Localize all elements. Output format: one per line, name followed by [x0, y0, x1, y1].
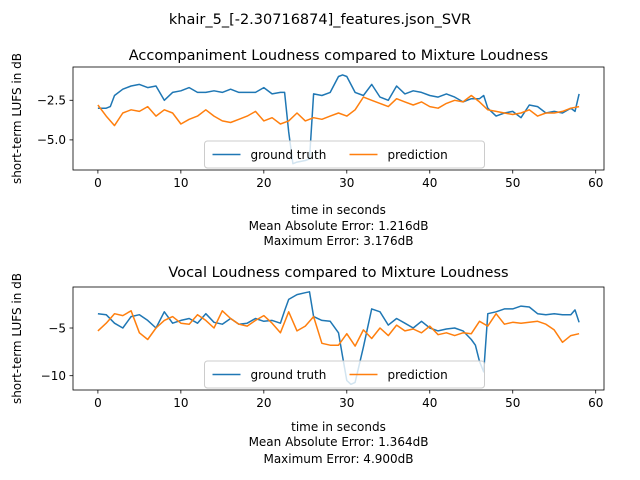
- vocal-x-tick-label: 40: [422, 396, 437, 410]
- vocal-y-tick-label: −5: [48, 321, 66, 335]
- vocal-x-tick-label: 0: [94, 396, 102, 410]
- vocal-x-tick-label: 10: [173, 396, 188, 410]
- accompaniment-x-tick-label: 0: [94, 176, 102, 190]
- vocal-x-tick-label: 20: [256, 396, 271, 410]
- vocal-legend-box: [204, 360, 485, 389]
- accompaniment-y-tick-label: −2.5: [37, 94, 66, 108]
- accompaniment-x-axis-label: time in seconds: [291, 203, 386, 217]
- accompaniment-y-axis-label: short-term LUFS in dB: [10, 53, 24, 184]
- accompaniment-axes: Accompaniment Loudness compared to Mixtu…: [10, 48, 605, 248]
- accompaniment-x-tick-label: 10: [173, 176, 188, 190]
- accompaniment-x-tick-label: 50: [505, 176, 520, 190]
- accompaniment-chart-title: Accompaniment Loudness compared to Mixtu…: [129, 48, 548, 64]
- accompaniment-legend-label-prediction: prediction: [388, 148, 448, 162]
- vocal-axes-frame: [72, 286, 605, 391]
- vocal-legend: ground truth prediction: [204, 360, 485, 389]
- vocal-x-tick-label: 30: [339, 396, 354, 410]
- vocal-legend-label-ground-truth: ground truth: [251, 368, 327, 382]
- vocal-y-tick-label: −10: [41, 369, 66, 383]
- accompaniment-mean-absolute-error: Mean Absolute Error: 1.216dB: [249, 219, 429, 233]
- accompaniment-x-tick-label: 20: [256, 176, 271, 190]
- accompaniment-maximum-error: Maximum Error: 3.176dB: [263, 234, 413, 248]
- accompaniment-x-tick-label: 60: [588, 176, 603, 190]
- vocal-maximum-error: Maximum Error: 4.900dB: [263, 452, 413, 466]
- accompaniment-x-tick-label: 30: [339, 176, 354, 190]
- vocal-series-prediction-line: [97, 310, 580, 347]
- accompaniment-legend-box: [204, 140, 485, 169]
- vocal-x-axis-label: time in seconds: [291, 420, 386, 434]
- accompaniment-series-prediction-line: [97, 94, 580, 127]
- vocal-y-axis-label: short-term LUFS in dB: [10, 273, 24, 404]
- accompaniment-legend: ground truth prediction: [204, 140, 485, 169]
- accompaniment-x-tick-label: 40: [422, 176, 437, 190]
- vocal-chart-title: Vocal Loudness compared to Mixture Loudn…: [168, 265, 508, 281]
- figure-suptitle: khair_5_[-2.30716874]_features.json_SVR: [169, 12, 471, 28]
- vocal-mean-absolute-error: Mean Absolute Error: 1.364dB: [249, 435, 429, 449]
- accompaniment-axes-frame: [72, 66, 605, 171]
- vocal-legend-label-prediction: prediction: [388, 368, 448, 382]
- vocal-axes: Vocal Loudness compared to Mixture Loudn…: [10, 265, 605, 466]
- accompaniment-series-ground-truth-line: [97, 74, 580, 165]
- vocal-x-tick-label: 50: [505, 396, 520, 410]
- vocal-x-tick-label: 60: [588, 396, 603, 410]
- accompaniment-legend-label-ground-truth: ground truth: [251, 148, 327, 162]
- accompaniment-y-tick-label: −5.0: [37, 133, 66, 147]
